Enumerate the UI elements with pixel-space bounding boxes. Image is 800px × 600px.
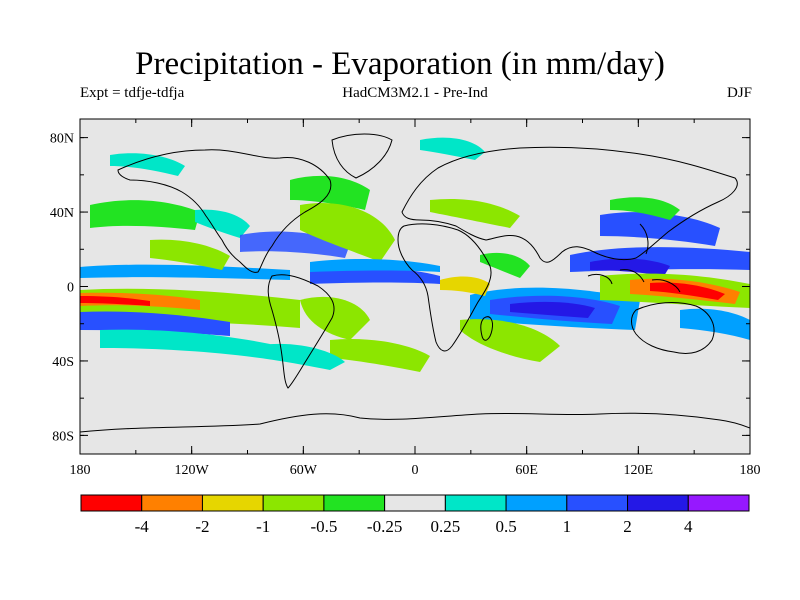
- field-band: [300, 296, 370, 340]
- legend-swatch: [687, 494, 750, 512]
- legend-swatch: [262, 494, 325, 512]
- lon-tick-label: 120E: [624, 463, 654, 478]
- legend-label: -2: [195, 517, 209, 536]
- legend-swatch: [505, 494, 568, 512]
- field-band: [480, 252, 530, 278]
- legend-label: 1: [563, 517, 572, 536]
- lon-tick-label: 180: [70, 463, 91, 478]
- experiment-label: Expt = tdfje-tdfja: [80, 85, 185, 101]
- legend-swatch: [566, 494, 629, 512]
- coastline-south-america: [267, 274, 335, 389]
- field-band: [290, 175, 370, 210]
- field-band: [90, 200, 200, 230]
- field-band: [80, 296, 150, 306]
- coastlines: [80, 133, 750, 433]
- legend-swatch: [384, 494, 446, 512]
- legend-label: 0.25: [430, 517, 460, 536]
- lon-tick-label: 180: [740, 463, 761, 478]
- field-band: [650, 282, 725, 300]
- legend-label: -0.25: [367, 517, 402, 536]
- pe-field: [80, 137, 750, 372]
- field-band: [680, 308, 750, 340]
- legend-label: 0.5: [495, 517, 516, 536]
- coastline-australia: [631, 302, 715, 354]
- coastline-antarctica: [80, 412, 750, 433]
- legend-swatch: [80, 494, 143, 512]
- legend-label: -0.5: [310, 517, 337, 536]
- field-band: [300, 203, 395, 262]
- coastline-greenland: [331, 133, 393, 179]
- field-band: [590, 258, 670, 276]
- field-band: [420, 137, 485, 160]
- lon-tick-label: 0: [412, 463, 419, 478]
- coastline-madagascar: [480, 316, 493, 341]
- legend-label: 2: [623, 517, 632, 536]
- lat-tick-label: 0: [67, 281, 74, 296]
- legend-swatch: [141, 494, 203, 512]
- coastline-north-america: [117, 149, 332, 273]
- field-band: [510, 301, 595, 318]
- legend-swatch: [323, 494, 386, 512]
- coastline-africa: [397, 223, 492, 352]
- field-band: [150, 239, 230, 270]
- legend-swatch: [627, 494, 689, 512]
- axis-ticks: [79, 119, 751, 454]
- field-band: [310, 259, 440, 272]
- field-band: [440, 276, 490, 296]
- field-band: [100, 329, 270, 358]
- field-band: [430, 198, 520, 228]
- coastline-europe-asia: [401, 146, 738, 263]
- legend-label: -4: [135, 517, 150, 536]
- legend-label: 4: [684, 517, 693, 536]
- lat-tick-label: 40N: [50, 206, 74, 221]
- field-band: [195, 209, 250, 238]
- field-band: [600, 212, 720, 246]
- field-band: [110, 153, 185, 176]
- lat-tick-label: 80S: [52, 429, 74, 444]
- lon-tick-label: 120W: [175, 463, 210, 478]
- axis-labels: 80N 40N 0 40S 80S 180 120W 60W 0 60E 120E 180: [50, 132, 761, 478]
- field-band: [610, 197, 680, 220]
- lon-tick-label: 60E: [515, 463, 538, 478]
- season-label: DJF: [726, 85, 752, 101]
- field-band: [310, 267, 440, 284]
- lat-tick-label: 80N: [50, 132, 74, 147]
- field-band: [460, 319, 560, 362]
- lon-tick-label: 60W: [290, 463, 318, 478]
- legend-label: -1: [256, 517, 270, 536]
- field-band: [80, 264, 290, 280]
- coastline-maritime-islands: [587, 223, 681, 293]
- map-title: Precipitation - Evaporation (in mm/day): [135, 46, 665, 82]
- legend-swatch: [201, 494, 264, 512]
- lat-tick-label: 40S: [52, 355, 74, 370]
- legend-swatch: [444, 494, 507, 512]
- field-band: [330, 338, 430, 372]
- model-label: HadCM3M2.1 - Pre-Ind: [342, 85, 488, 101]
- colorbar-legend: -4 -2 -1 -0.5 -0.25 0.25 0.5 1 2 4: [80, 494, 750, 536]
